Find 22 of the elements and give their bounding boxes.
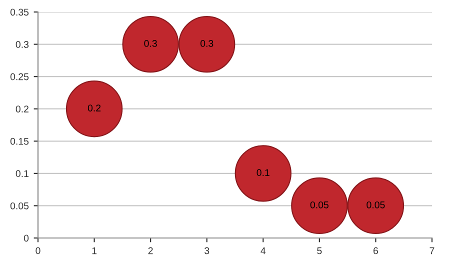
- x-tick-label: 3: [204, 247, 210, 254]
- data-label: 0.05: [366, 201, 385, 208]
- x-tick-label: 6: [374, 247, 378, 254]
- x-tick-label: 7: [430, 247, 434, 254]
- x-tick-label: 5: [317, 247, 322, 254]
- y-tick-label: 0.2: [16, 106, 28, 112]
- y-tick-label: 0.25: [10, 73, 29, 80]
- x-tick-label: 4: [260, 247, 266, 254]
- data-label: 0.1: [256, 169, 270, 176]
- y-tick-label: 0.05: [10, 202, 29, 210]
- x-tick-label: 1: [92, 247, 97, 254]
- data-label: 0.2: [88, 104, 101, 112]
- y-tick-label: 0.35: [10, 8, 29, 16]
- y-tick-label: 0.1: [16, 170, 28, 178]
- y-tick-label: 0.15: [10, 138, 29, 145]
- x-tick-label: 0: [36, 247, 40, 254]
- y-tick-label: 0.3: [16, 41, 29, 48]
- data-label: 0.05: [310, 201, 328, 208]
- data-label: 0.3: [144, 40, 157, 47]
- y-tick-label: 0: [24, 234, 29, 242]
- x-tick-label: 2: [148, 247, 153, 254]
- data-label: 0.3: [200, 40, 214, 47]
